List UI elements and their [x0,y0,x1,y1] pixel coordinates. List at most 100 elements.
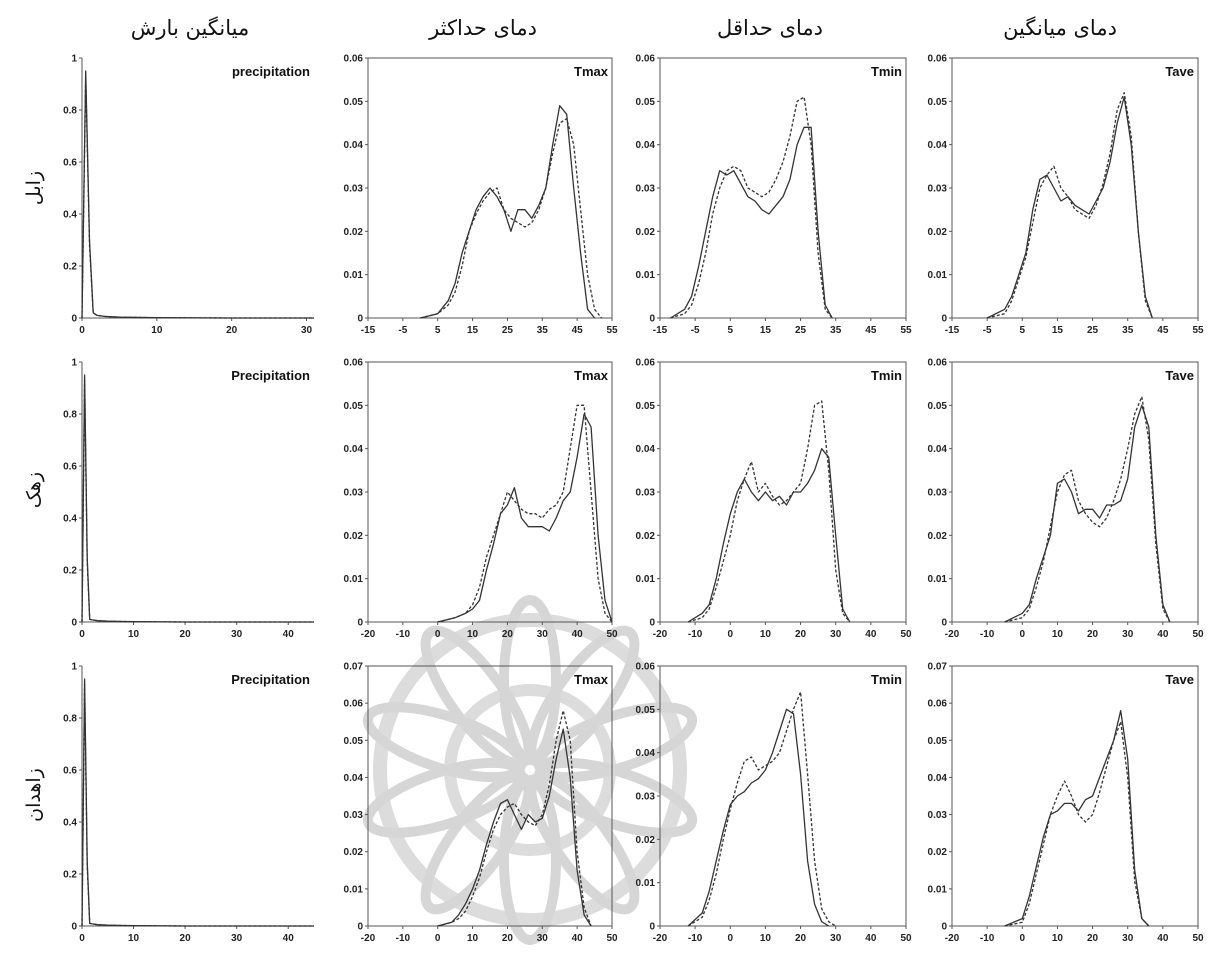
x-tick-label: 10 [151,325,163,336]
y-tick-label: 0.03 [928,488,948,499]
y-tick-label: 0.02 [636,531,656,542]
x-tick-label: 30 [301,325,313,336]
x-tick-label: 50 [606,629,618,640]
x-tick-label: -5 [398,325,407,336]
series-line-dashed [420,118,603,319]
y-tick-label: 0.04 [636,748,656,759]
y-tick-label: 0.06 [636,54,656,65]
panel-zabol-tmin: 0 0.01 0.02 0.03 0.04 0.05 0.06 -15 -5 5 15 25 35 45 5… [636,54,912,337]
panel-title: Tmax [574,672,609,687]
x-tick-label: 50 [900,933,912,944]
x-tick-label: -20 [361,629,376,640]
series-line-solid [670,126,833,319]
x-tick-label: 35 [537,325,549,336]
column-header-tave: دمای میانگین [1003,16,1117,40]
y-tick-label: 0.03 [928,184,948,195]
y-tick-label: 0.03 [928,810,948,821]
panel-zabol-tave: 0 0.01 0.02 0.03 0.04 0.05 0.06 -15 -5 5 15 25 35 45 5… [928,54,1204,337]
y-tick-label: 0.07 [344,662,364,673]
x-tick-label: 15 [467,325,479,336]
x-tick-label: 10 [467,629,479,640]
plot-frame [367,361,613,623]
panel-zahedan-tave: 0 0.01 0.02 0.03 0.04 0.05 0.06 0.07 -20 -10 0 10 20… [928,662,1204,945]
column-header-precipitation: میانگین بارش [131,16,249,40]
row-header-zabol: زابل [23,171,45,205]
y-tick-label: 0.01 [636,270,656,281]
x-tick-label: 5 [1020,325,1026,336]
plot-frame [951,57,1199,319]
x-tick-label: 25 [502,325,514,336]
x-tick-label: 0 [728,933,734,944]
x-tick-label: 40 [865,629,877,640]
x-tick-label: -20 [653,933,668,944]
y-tick-label: 0.03 [636,488,656,499]
y-tick-label: 0.02 [928,847,948,858]
panel-title: Precipitation [231,672,310,687]
x-tick-label: 20 [795,629,807,640]
x-tick-label: 45 [1157,325,1169,336]
x-tick-label: 40 [572,933,584,944]
panel-title: Tave [1165,368,1194,383]
panel-title: Precipitation [231,368,310,383]
x-tick-label: 40 [1157,933,1169,944]
x-tick-label: 35 [1122,325,1134,336]
watermark-petal [420,625,534,769]
y-tick-label: 0.04 [344,773,364,784]
y-tick-label: 0.05 [344,401,364,412]
x-tick-label: 50 [1192,629,1204,640]
y-tick-label: 0.05 [636,97,656,108]
x-tick-label: -10 [688,933,703,944]
y-tick-label: 0 [71,922,77,933]
panel-title: Tmin [871,672,902,687]
panel-title: precipitation [232,64,310,79]
x-tick-label: 20 [226,325,238,336]
x-tick-label: -10 [396,933,411,944]
y-tick-label: 0.05 [928,97,948,108]
x-tick-label: 55 [900,325,912,336]
x-tick-label: 30 [830,933,842,944]
series-line-dashed [1004,396,1171,623]
y-tick-label: 0.05 [928,401,948,412]
x-tick-label: 5 [435,325,441,336]
y-tick-label: 0.02 [636,227,656,238]
column-header-tmin: دمای حداقل [717,16,823,40]
x-tick-label: -10 [980,629,995,640]
y-tick-label: 0.04 [344,140,364,151]
x-tick-label: -20 [361,933,376,944]
series-line-solid [437,413,613,623]
y-tick-label: 0.06 [636,358,656,369]
y-tick-label: 0.03 [344,810,364,821]
y-tick-label: 0.06 [344,699,364,710]
x-tick-label: 55 [1192,325,1204,336]
x-tick-label: 15 [760,325,772,336]
series-line-solid [437,728,592,927]
y-tick-label: 0 [649,618,655,629]
y-tick-label: 0.2 [63,870,77,881]
y-tick-label: 0.04 [928,773,948,784]
x-tick-label: 0 [79,933,85,944]
x-tick-label: 10 [128,629,140,640]
panel-title: Tave [1165,672,1194,687]
y-tick-label: 1 [71,662,77,673]
y-tick-label: 0.06 [344,54,364,65]
x-tick-label: 40 [572,629,584,640]
series-line-solid [81,374,314,623]
x-tick-label: 40 [1157,629,1169,640]
watermark-petal [420,771,534,915]
plot-frame [659,665,907,927]
y-tick-label: 0.4 [63,210,77,221]
x-tick-label: -20 [653,629,668,640]
x-tick-label: 10 [760,933,772,944]
plot-frame [951,665,1199,927]
x-tick-label: 10 [1052,933,1064,944]
y-tick-label: 0.03 [344,184,364,195]
series-line-dashed [81,683,314,927]
panel-title: Tmin [871,64,902,79]
panel-title: Tmax [574,368,609,383]
x-tick-label: 40 [283,629,295,640]
x-tick-label: 30 [830,629,842,640]
panel-zahedan-tmax: 0 0.01 0.02 0.03 0.04 0.05 0.06 0.07 -20 -10 0 10 20… [344,662,618,945]
